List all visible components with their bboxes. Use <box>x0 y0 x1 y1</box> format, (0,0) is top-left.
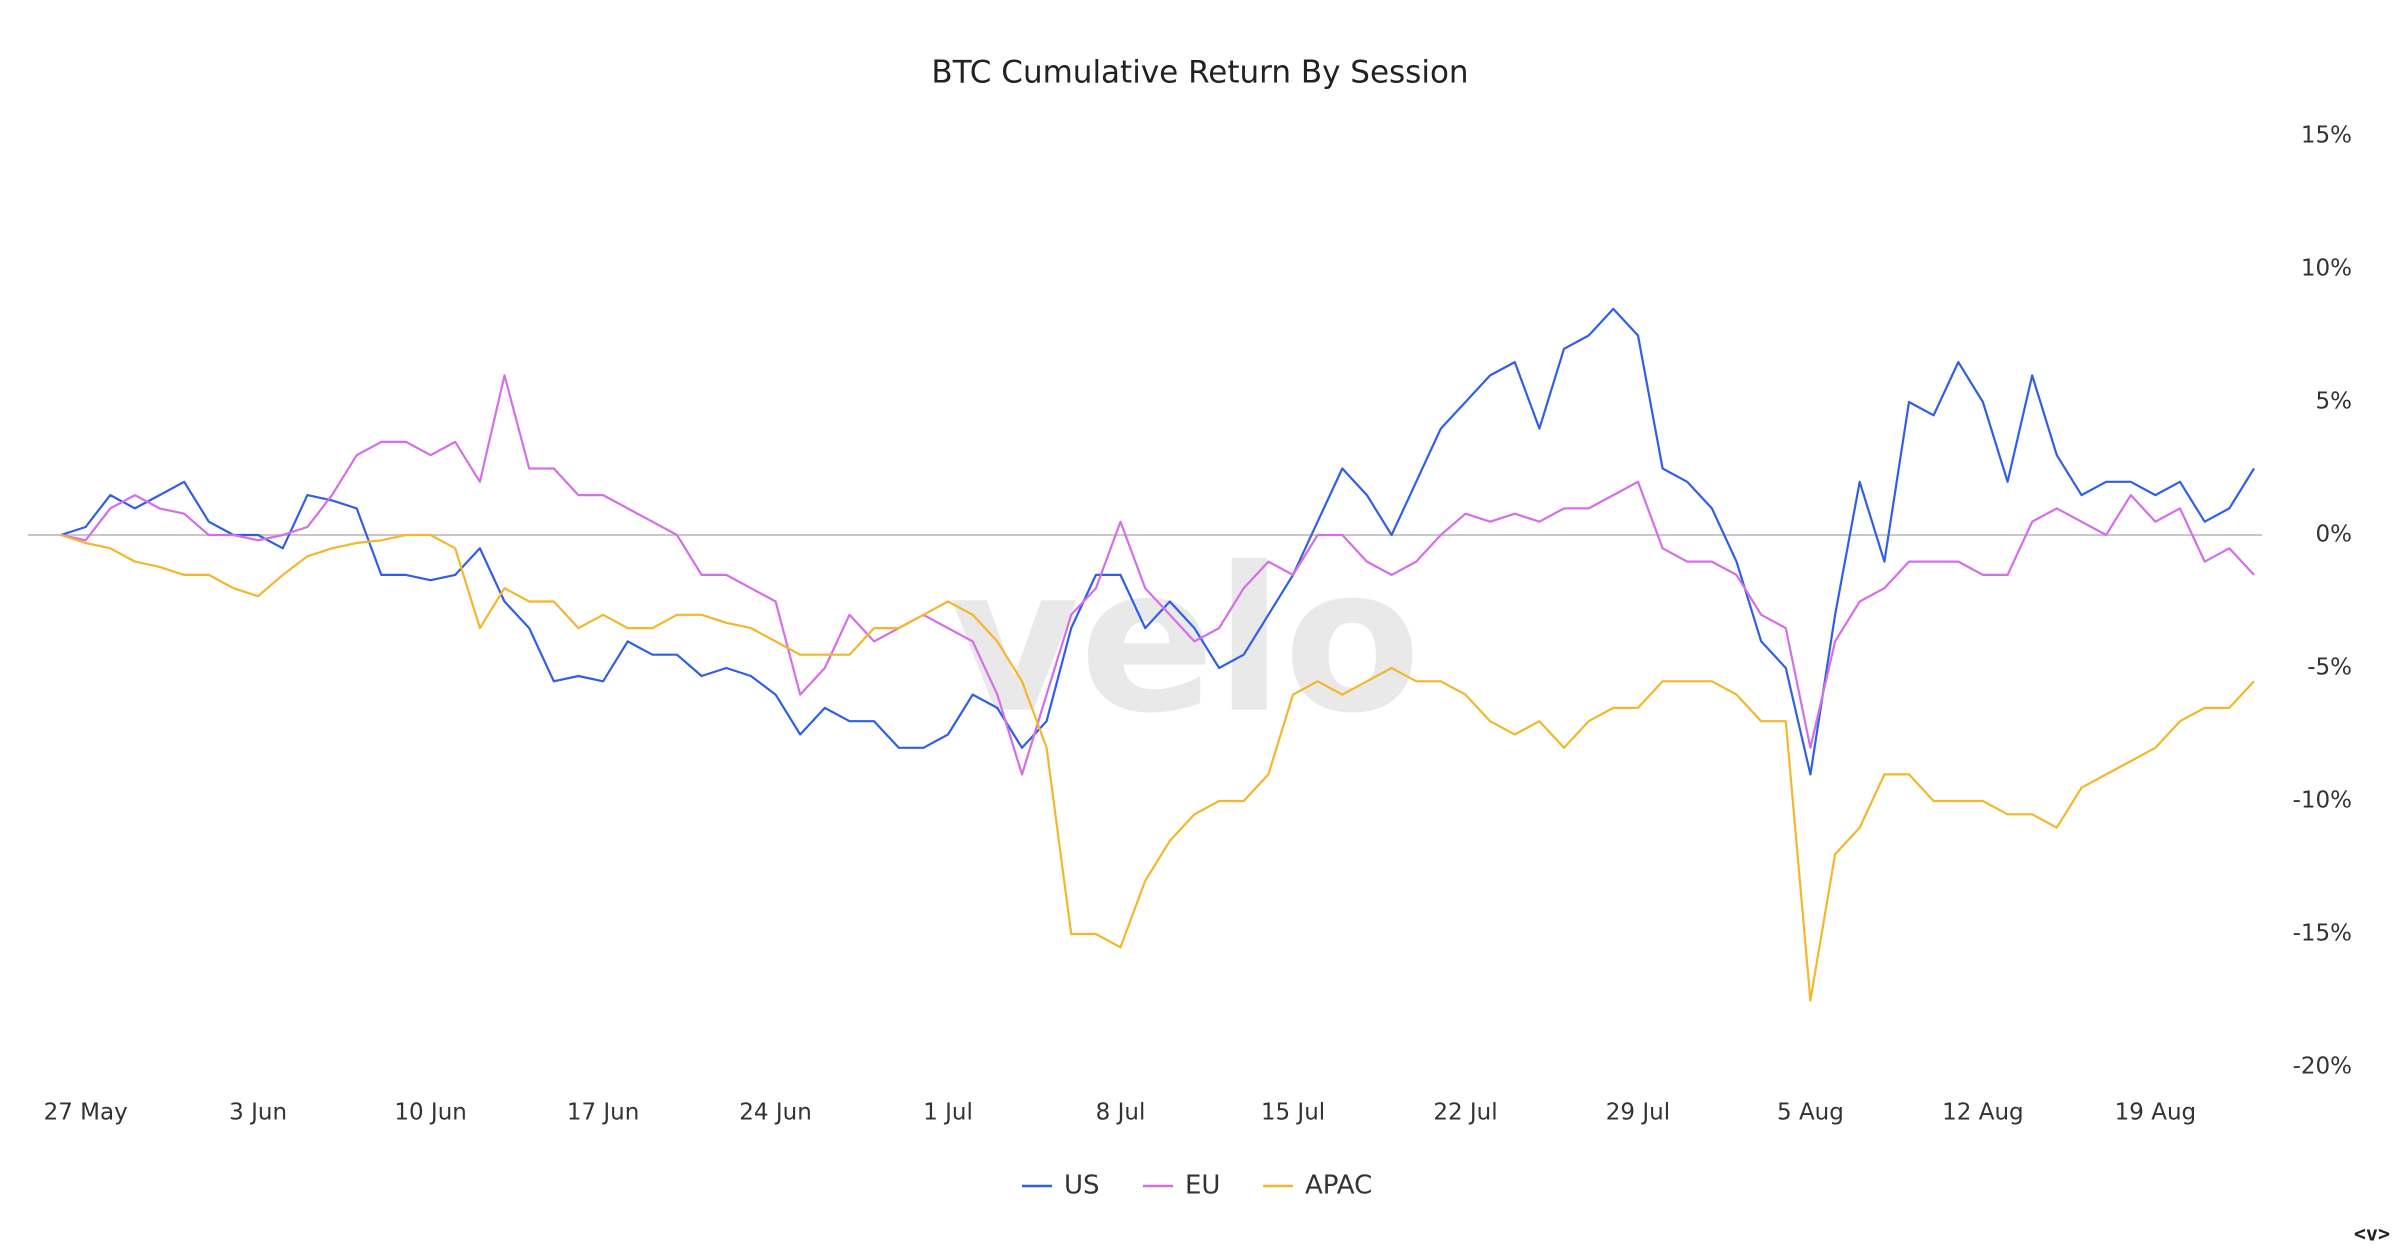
x-tick-label: 24 Jun <box>739 1100 812 1126</box>
y-tick-label: 0% <box>2316 522 2353 548</box>
y-tick-label: 15% <box>2301 123 2352 149</box>
x-tick-label: 29 Jul <box>1606 1100 1670 1126</box>
y-tick-label: -10% <box>2293 788 2352 814</box>
chart-title: BTC Cumulative Return By Session <box>931 55 1468 91</box>
series-line <box>60 533 2255 1002</box>
x-tick-label: 1 Jul <box>923 1100 973 1126</box>
x-tick-label: 5 Aug <box>1777 1100 1844 1126</box>
x-tick-label: 12 Aug <box>1942 1100 2024 1126</box>
y-tick-label: -5% <box>2307 655 2352 681</box>
watermark: velo <box>949 525 1421 758</box>
y-tick-label: -20% <box>2293 1054 2352 1080</box>
corner-mark: <v> <box>2354 1222 2390 1246</box>
x-tick-label: 27 May <box>44 1100 128 1126</box>
legend-label: APAC <box>1305 1171 1372 1201</box>
legend-label: EU <box>1185 1171 1220 1201</box>
x-tick-label: 17 Jun <box>567 1100 640 1126</box>
series-line <box>60 307 2255 776</box>
y-tick-label: 10% <box>2301 256 2352 282</box>
x-tick-label: 8 Jul <box>1096 1100 1146 1126</box>
x-tick-label: 3 Jun <box>229 1100 287 1126</box>
x-tick-label: 10 Jun <box>394 1100 467 1126</box>
x-tick-label: 22 Jul <box>1433 1100 1497 1126</box>
y-tick-label: 5% <box>2316 389 2353 415</box>
series-line <box>60 374 2255 776</box>
y-tick-label: -15% <box>2293 921 2352 947</box>
x-tick-label: 15 Jul <box>1261 1100 1325 1126</box>
x-tick-label: 19 Aug <box>2115 1100 2197 1126</box>
legend-label: US <box>1064 1171 1100 1201</box>
